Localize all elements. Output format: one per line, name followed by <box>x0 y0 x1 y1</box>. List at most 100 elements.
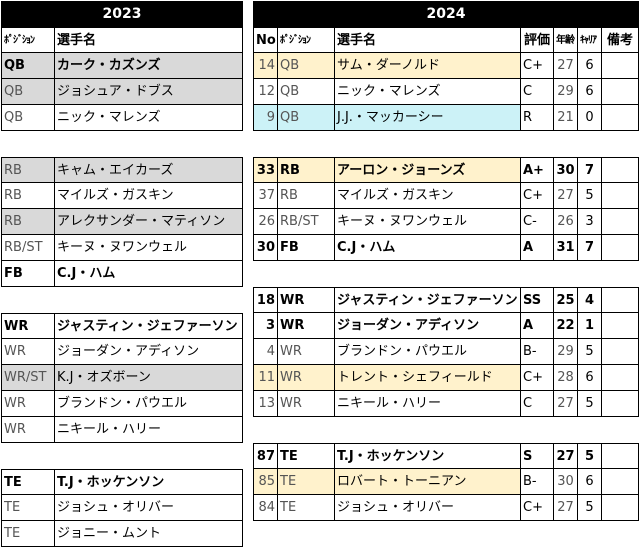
section-spacer <box>521 417 554 443</box>
row-player-name: マイルズ・ガスキン <box>55 183 243 209</box>
row-position: TE <box>278 443 335 469</box>
section-spacer <box>521 261 554 287</box>
row-player-name: ジョーダン・アディソン <box>335 313 521 339</box>
section-spacer <box>335 131 521 157</box>
row-position: WR <box>278 339 335 365</box>
section-spacer <box>335 417 521 443</box>
row-grade: C+ <box>521 183 554 209</box>
row-number: 87 <box>253 443 278 469</box>
section-spacer <box>253 261 278 287</box>
row-position: RB <box>278 183 335 209</box>
row-position: WR <box>1 313 55 339</box>
row-age: 30 <box>554 469 578 495</box>
row-player-name: キャム・エイカーズ <box>55 157 243 183</box>
header-career: ｷｬﾘｱ <box>578 27 602 53</box>
row-grade: SS <box>521 287 554 313</box>
section-spacer <box>554 417 578 443</box>
row-career: 6 <box>578 53 602 79</box>
row-age: 29 <box>554 79 578 105</box>
row-number: 4 <box>253 339 278 365</box>
row-career: 7 <box>578 157 602 183</box>
row-player-name: ニック・マレンズ <box>335 79 521 105</box>
row-player-name: マイルズ・ガスキン <box>335 183 521 209</box>
row-age: 22 <box>554 313 578 339</box>
row-position: WR <box>1 417 55 443</box>
section-spacer <box>554 261 578 287</box>
row-age: 31 <box>554 235 578 261</box>
row-player-name: トレント・シェフィールド <box>335 365 521 391</box>
row-grade: A <box>521 235 554 261</box>
row-number: 14 <box>253 53 278 79</box>
row-player-name: ニキール・ハリー <box>335 391 521 417</box>
section-spacer <box>55 443 243 469</box>
row-player-name: アレクサンダー・マティソン <box>55 209 243 235</box>
row-player-name: C.J・ハム <box>55 261 243 287</box>
row-career: 6 <box>578 365 602 391</box>
row-player-name: C.J・ハム <box>335 235 521 261</box>
table-2023: 2023 ﾎﾟｼﾞｼｮﾝ 選手名 QB カーク・カズンズ QB ジョシュア・ドブス QB ニッ… <box>1 1 243 547</box>
section-spacer <box>554 131 578 157</box>
row-position: TE <box>1 521 55 547</box>
row-player-name: ブランドン・パウエル <box>55 391 243 417</box>
row-career: 0 <box>578 105 602 131</box>
row-grade: R <box>521 105 554 131</box>
row-position: RB <box>1 157 55 183</box>
row-position: FB <box>1 261 55 287</box>
row-player-name: ロバート・トーニアン <box>335 469 521 495</box>
row-notes <box>602 157 639 183</box>
row-career: 5 <box>578 495 602 521</box>
table-2024: 2024 No.ﾎﾟｼﾞｼｮﾝ選手名評価年齢ｷｬﾘｱ備考14QBサム・ダーノルド… <box>253 1 639 521</box>
row-player-name: サム・ダーノルド <box>335 53 521 79</box>
row-player-name: アーロン・ジョーンズ <box>335 157 521 183</box>
row-career: 6 <box>578 469 602 495</box>
row-age: 21 <box>554 105 578 131</box>
header-age: 年齢 <box>554 27 578 53</box>
row-player-name: T.J・ホッケンソン <box>55 469 243 495</box>
row-notes <box>602 443 639 469</box>
section-spacer <box>1 287 55 313</box>
header-number: No. <box>253 27 278 53</box>
row-number: 13 <box>253 391 278 417</box>
section-spacer <box>602 261 639 287</box>
row-position: QB <box>278 79 335 105</box>
row-age: 27 <box>554 391 578 417</box>
row-grade: C+ <box>521 365 554 391</box>
row-position: QB <box>1 79 55 105</box>
row-position: RB <box>1 183 55 209</box>
section-spacer <box>55 287 243 313</box>
row-career: 5 <box>578 443 602 469</box>
row-grade: S <box>521 443 554 469</box>
row-player-name: ジョシュ・オリバー <box>335 495 521 521</box>
row-age: 27 <box>554 53 578 79</box>
row-career: 3 <box>578 209 602 235</box>
row-position: WR <box>278 365 335 391</box>
row-notes <box>602 287 639 313</box>
section-spacer <box>521 131 554 157</box>
row-notes <box>602 183 639 209</box>
row-position: WR/ST <box>1 365 55 391</box>
row-career: 5 <box>578 183 602 209</box>
row-number: 84 <box>253 495 278 521</box>
section-spacer <box>578 131 602 157</box>
section-spacer <box>578 261 602 287</box>
row-player-name: ジョシュア・ドブス <box>55 79 243 105</box>
row-notes <box>602 235 639 261</box>
row-number: 26 <box>253 209 278 235</box>
row-position: WR <box>1 339 55 365</box>
row-position: WR <box>278 391 335 417</box>
row-player-name: ニキール・ハリー <box>55 417 243 443</box>
section-spacer <box>253 131 278 157</box>
row-position: RB <box>278 157 335 183</box>
section-spacer <box>278 131 335 157</box>
section-spacer <box>578 417 602 443</box>
section-spacer <box>55 131 243 157</box>
section-spacer <box>1 443 55 469</box>
section-spacer <box>278 417 335 443</box>
row-grade: B- <box>521 469 554 495</box>
row-player-name: T.J・ホッケンソン <box>335 443 521 469</box>
header-player-name: 選手名 <box>55 27 243 53</box>
row-number: 37 <box>253 183 278 209</box>
row-age: 26 <box>554 209 578 235</box>
row-notes <box>602 105 639 131</box>
